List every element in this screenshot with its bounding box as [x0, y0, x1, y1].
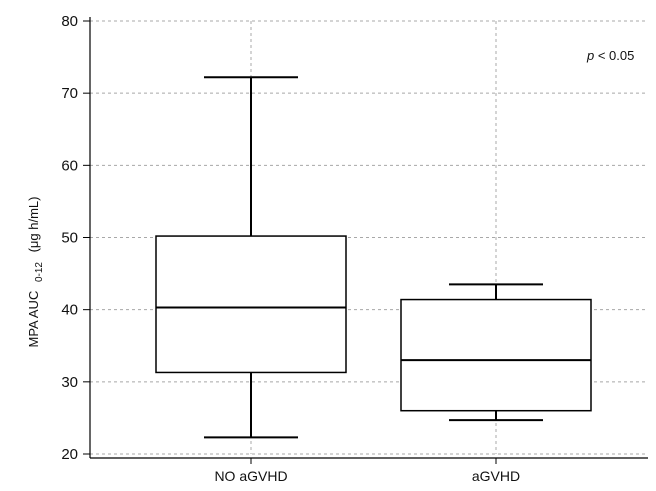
y-tick-label: 50	[61, 230, 78, 247]
box-iqr	[400, 298, 592, 412]
boxes	[155, 76, 592, 439]
x-category-label: NO aGVHD	[214, 468, 287, 484]
y-tick-label: 70	[61, 85, 78, 102]
x-category-label: aGVHD	[472, 468, 520, 484]
y-axis-title: MPA AUC 0-12 (μg h/mL)	[26, 196, 45, 347]
box-iqr	[155, 235, 347, 374]
box-group	[400, 283, 592, 422]
y-tick-label: 80	[61, 13, 78, 30]
y-tick-label: 40	[61, 302, 78, 319]
x-axis-labels: NO aGVHD aGVHD	[214, 458, 520, 484]
p-value-annotation: p < 0.05	[586, 48, 634, 63]
box-group	[155, 76, 347, 439]
y-axis-ticks: 20 30 40 50 60 70 80	[61, 13, 90, 463]
y-tick-label: 20	[61, 446, 78, 463]
y-tick-label: 60	[61, 157, 78, 174]
y-tick-label: 30	[61, 374, 78, 391]
